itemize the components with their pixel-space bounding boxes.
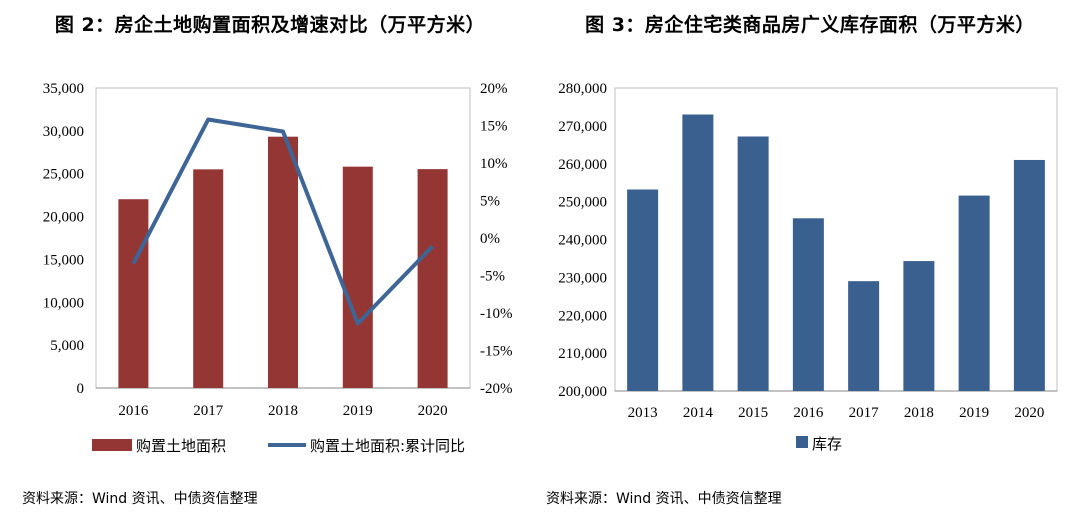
bar xyxy=(118,199,149,388)
source-note: 资料来源：Wind 资讯、中债资信整理 xyxy=(546,491,782,507)
y2-tick-label: 15% xyxy=(480,119,508,135)
y-tick-label: 20,000 xyxy=(43,210,84,226)
source-note: 资料来源：Wind 资讯、中债资信整理 xyxy=(22,491,258,507)
legend-label: 购置土地面积:累计同比 xyxy=(310,437,465,455)
bar xyxy=(417,169,448,388)
bar xyxy=(627,189,659,391)
bar xyxy=(268,136,298,388)
y-tick-label: 280,000 xyxy=(558,81,607,97)
bar xyxy=(1013,159,1045,391)
x-tick-label: 2016 xyxy=(793,405,824,421)
inventory-chart: 200,000 210,000 220,000 230,000 240,000 250,0… xyxy=(558,81,1058,453)
y2-tick-label: 0% xyxy=(480,231,500,247)
y-tick-label: 240,000 xyxy=(558,233,607,249)
bar xyxy=(792,218,824,391)
legend-label: 购置土地面积 xyxy=(136,437,226,455)
legend-label: 库存 xyxy=(812,435,842,453)
bar xyxy=(342,166,373,388)
y-tick-label: 270,000 xyxy=(558,119,607,135)
legend-swatch-bar xyxy=(92,439,132,451)
y-tick-label: 250,000 xyxy=(558,195,607,211)
bar xyxy=(682,114,714,391)
bar xyxy=(737,136,769,391)
y2-tick-label: -15% xyxy=(480,344,513,360)
chart-title: 图 2：房企土地购置面积及增速对比（万平方米） xyxy=(54,14,486,36)
series-line xyxy=(131,117,435,326)
bar xyxy=(848,281,880,391)
x-tick-label: 2020 xyxy=(418,403,448,419)
bar xyxy=(903,261,935,391)
x-tick-label: 2019 xyxy=(959,405,989,421)
y-tick-label: 200,000 xyxy=(558,384,607,400)
bar xyxy=(193,169,224,388)
y-tick-label: 0 xyxy=(77,381,85,397)
y-tick-label: 30,000 xyxy=(43,124,84,140)
x-tick-label: 2020 xyxy=(1014,405,1044,421)
bar xyxy=(958,195,990,391)
x-tick-label: 2016 xyxy=(118,403,149,419)
x-tick-label: 2019 xyxy=(343,403,373,419)
legend-swatch xyxy=(796,436,808,448)
x-tick-label: 2015 xyxy=(738,405,768,421)
y-tick-label: 210,000 xyxy=(558,346,607,362)
y-tick-label: 15,000 xyxy=(43,252,84,268)
y2-tick-label: -10% xyxy=(480,306,513,322)
y-tick-label: 5,000 xyxy=(50,338,84,354)
y-tick-label: 220,000 xyxy=(558,308,607,324)
y-tick-label: 35,000 xyxy=(43,81,84,97)
chart-title: 图 3：房企住宅类商品房广义库存面积（万平方米） xyxy=(585,14,1035,36)
chart-panel-inventory: 图 3：房企住宅类商品房广义库存面积（万平方米） 200,000 210,000 2… xyxy=(540,0,1080,518)
y2-tick-label: -20% xyxy=(480,381,513,397)
plot-border xyxy=(614,87,1058,392)
x-tick-label: 2017 xyxy=(849,405,880,421)
land-purchase-chart: 0 5,000 10,000 15,000 20,000 25,000 30,000 35,0… xyxy=(43,81,513,455)
y2-tick-label: 5% xyxy=(480,194,500,210)
y2-tick-label: 10% xyxy=(480,156,508,172)
y2-tick-label: 20% xyxy=(480,81,508,97)
x-tick-label: 2013 xyxy=(628,405,658,421)
y-tick-label: 230,000 xyxy=(558,270,607,286)
x-tick-label: 2018 xyxy=(904,405,934,421)
y2-tick-label: -5% xyxy=(480,269,505,285)
x-tick-label: 2014 xyxy=(683,405,714,421)
y-tick-label: 25,000 xyxy=(43,167,84,183)
x-tick-label: 2018 xyxy=(268,403,298,419)
y-tick-label: 260,000 xyxy=(558,157,607,173)
x-tick-label: 2017 xyxy=(193,403,224,419)
y-tick-label: 10,000 xyxy=(43,295,84,311)
chart-panel-land-purchase: 图 2：房企土地购置面积及增速对比（万平方米） 0 5,000 10,000 15,0… xyxy=(22,14,513,507)
